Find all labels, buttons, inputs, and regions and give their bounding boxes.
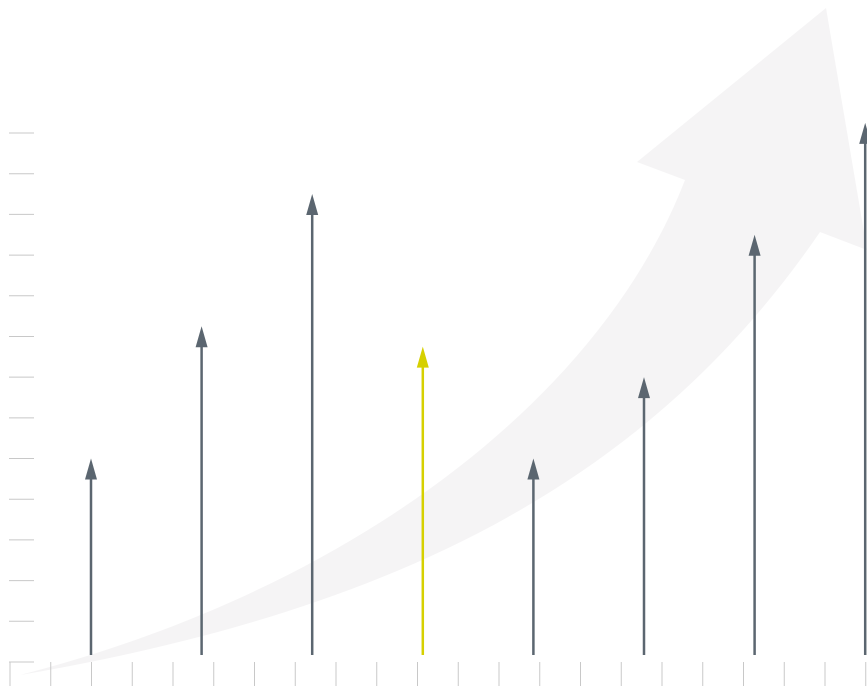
arrow bbox=[748, 234, 761, 655]
arrow bbox=[306, 194, 319, 655]
growth-swoosh bbox=[20, 8, 867, 675]
arrow-head bbox=[195, 326, 208, 348]
arrow bbox=[638, 377, 650, 655]
arrow bbox=[195, 326, 208, 655]
arrow bbox=[85, 458, 97, 655]
arrow-head bbox=[85, 458, 97, 480]
arrow-head bbox=[416, 346, 429, 368]
arrow bbox=[416, 346, 429, 655]
arrow-head bbox=[527, 458, 540, 480]
arrow bbox=[859, 122, 867, 655]
arrow-head bbox=[638, 377, 650, 399]
arrow-head bbox=[859, 122, 867, 144]
arrow bbox=[527, 458, 540, 655]
arrow-head bbox=[748, 234, 761, 256]
arrow-head bbox=[306, 194, 319, 216]
x-axis bbox=[9, 662, 867, 686]
